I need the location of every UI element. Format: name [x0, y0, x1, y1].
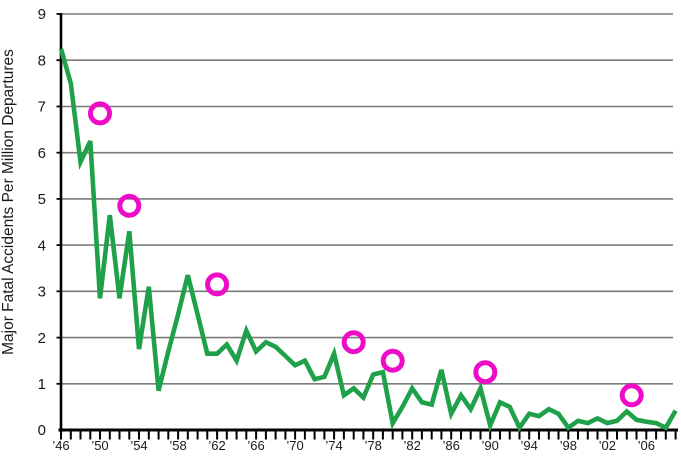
x-tick-label: ’74 [325, 438, 342, 453]
x-tick-label: ’06 [638, 438, 655, 453]
ring-marker [380, 348, 405, 373]
x-tick-label: ’02 [599, 438, 616, 453]
x-tick-label: ’86 [443, 438, 460, 453]
y-tick-label: 9 [38, 6, 46, 23]
y-tick-label: 5 [38, 191, 46, 208]
x-tick-label: ’58 [169, 438, 186, 453]
x-tick-label: ’46 [52, 438, 69, 453]
ring-marker [117, 193, 142, 218]
ring-marker [473, 360, 498, 385]
y-tick-label: 6 [38, 145, 46, 162]
x-tick-label: ’66 [247, 438, 264, 453]
x-tick-label: ’62 [208, 438, 225, 453]
x-tick-label: ’54 [130, 438, 147, 453]
y-tick-label: 4 [38, 237, 46, 254]
x-tick-label: ’90 [482, 438, 499, 453]
y-tick-label: 2 [38, 330, 46, 347]
x-tick-label: ’70 [286, 438, 303, 453]
x-tick-label: ’78 [365, 438, 382, 453]
y-tick-label: 3 [38, 284, 46, 301]
x-tick-label: ’98 [560, 438, 577, 453]
y-axis-title: Major Fatal Accidents Per Million Depart… [0, 49, 17, 355]
x-tick-label: ’50 [91, 438, 108, 453]
x-tick-label: ’82 [404, 438, 421, 453]
ring-marker [619, 383, 644, 408]
x-tick-label: ’94 [521, 438, 538, 453]
y-tick-label: 8 [38, 52, 46, 69]
y-tick-label: 0 [38, 422, 46, 439]
accident-rate-line [58, 48, 678, 433]
ring-marker [341, 330, 366, 355]
y-tick-label: 1 [38, 376, 46, 393]
ring-marker [88, 101, 112, 126]
y-tick-label: 7 [38, 99, 46, 116]
ring-marker [205, 272, 230, 297]
